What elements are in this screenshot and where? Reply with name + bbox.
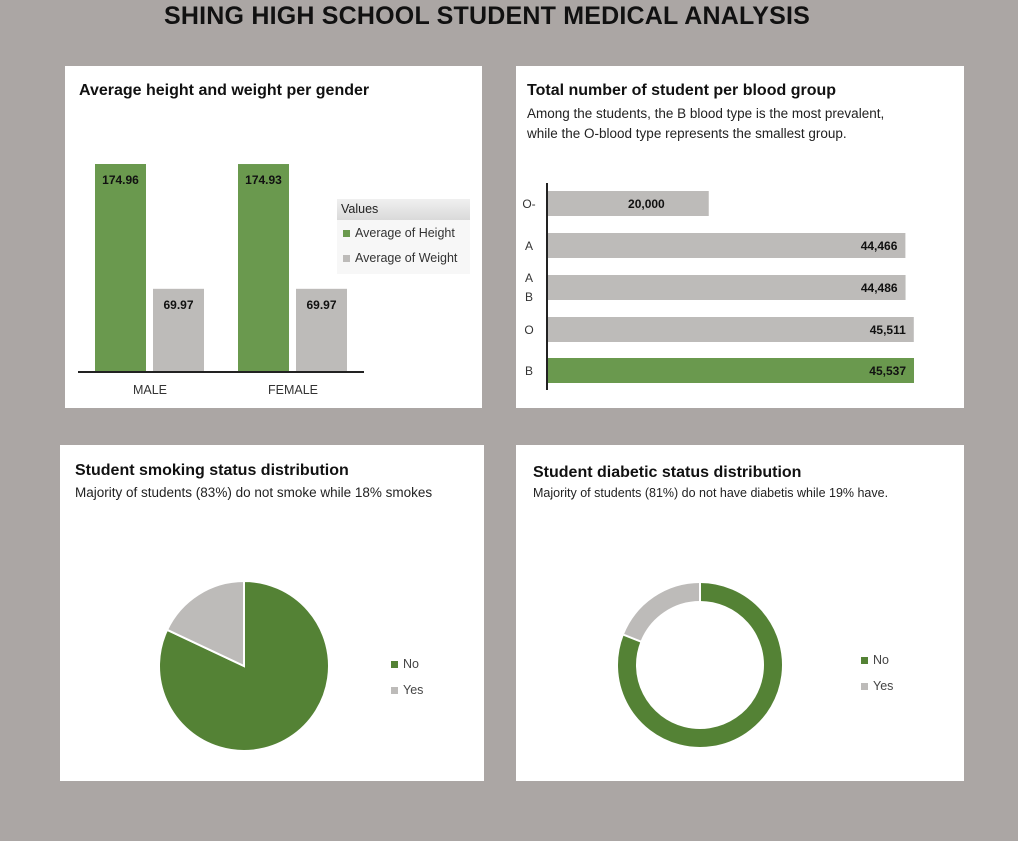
donut-segment-yes <box>623 583 701 642</box>
legend-label-height: Average of Height <box>355 226 455 240</box>
smoking-legend-no: No <box>391 651 423 677</box>
diabetic-legend-yes: Yes <box>861 673 893 699</box>
donut-separator <box>622 633 642 643</box>
data-label: 20,000 <box>628 197 665 211</box>
legend-item-height: Average of Height <box>337 220 470 246</box>
smoking-legend-label-no: No <box>403 657 419 671</box>
pie-slice-yes <box>165 579 245 668</box>
category-label: A <box>525 239 533 253</box>
blood-group-subtitle: Among the students, the B blood type is … <box>527 104 957 144</box>
blood-group-subtitle-line-2: while the O-blood type represents the sm… <box>527 126 847 141</box>
weight-swatch-icon <box>343 254 350 262</box>
data-label: 174.93 <box>245 173 282 187</box>
height-swatch-icon <box>343 229 350 237</box>
smoking-subtitle: Majority of students (83%) do not smoke … <box>75 485 433 500</box>
pie-slice-no <box>158 579 330 752</box>
diabetic-legend: No Yes <box>861 647 893 699</box>
yes-swatch-icon <box>861 682 868 690</box>
diabetic-legend-no: No <box>861 647 893 673</box>
no-swatch-icon <box>391 660 398 668</box>
page-title: SHING HIGH SCHOOL STUDENT MEDICAL ANALYS… <box>164 2 810 30</box>
legend-item-weight: Average of Weight <box>337 246 470 270</box>
data-label: 44,466 <box>861 239 898 253</box>
bar-female-height <box>238 164 289 372</box>
data-label: 45,511 <box>870 323 906 337</box>
blood-group-title: Total number of student per blood group <box>527 82 837 99</box>
diabetic-legend-label-yes: Yes <box>873 679 894 693</box>
diabetic-subtitle: Majority of students (81%) do not have d… <box>533 486 889 500</box>
height-weight-chart: 174.96 69.97 MALE 174.93 69.97 FEMALE <box>78 164 364 397</box>
bar-o <box>548 317 914 342</box>
height-weight-legend: Values Average of Height Average of Weig… <box>337 199 470 274</box>
smoking-title: Student smoking status distribution <box>75 462 349 479</box>
data-label: 174.96 <box>102 173 139 187</box>
category-label-male: MALE <box>133 383 167 397</box>
diabetic-legend-label-no: No <box>873 653 889 667</box>
bar-male-weight <box>153 288 204 372</box>
bar-male-height <box>95 164 146 372</box>
yes-swatch-icon <box>391 686 398 694</box>
bar-female-weight <box>296 288 347 372</box>
height-weight-panel: Average height and weight per gender 174… <box>65 66 482 408</box>
smoking-legend-yes: Yes <box>391 677 423 703</box>
category-label: O- <box>522 197 535 211</box>
blood-group-subtitle-line-1: Among the students, the B blood type is … <box>527 106 885 121</box>
legend-title: Values <box>337 199 470 220</box>
data-label: 44,486 <box>861 281 898 295</box>
data-label: 45,537 <box>869 364 906 378</box>
bar-ab <box>548 275 906 300</box>
category-label: B <box>525 364 533 378</box>
diabetic-donut-chart <box>618 582 782 747</box>
data-label: 69.97 <box>306 298 336 312</box>
data-label: 69.97 <box>163 298 193 312</box>
legend-label-weight: Average of Weight <box>355 251 458 265</box>
category-label: O <box>524 323 533 337</box>
diabetic-title: Student diabetic status distribution <box>533 464 802 481</box>
category-label: B <box>525 290 533 304</box>
smoking-panel: Student smoking status distribution Majo… <box>60 445 484 781</box>
bar-a <box>548 233 906 258</box>
donut-segment-no <box>618 583 782 747</box>
height-weight-title: Average height and weight per gender <box>79 82 370 99</box>
smoking-pie-chart <box>158 579 330 752</box>
smoking-legend-label-yes: Yes <box>403 683 424 697</box>
bar-b <box>548 358 914 383</box>
diabetic-panel: Student diabetic status distribution Maj… <box>516 445 964 781</box>
no-swatch-icon <box>861 656 868 664</box>
category-label: A <box>525 271 533 285</box>
blood-group-panel: Total number of student per blood group … <box>516 66 964 408</box>
smoking-legend: No Yes <box>391 651 423 703</box>
category-label-female: FEMALE <box>268 383 318 397</box>
bar-o- <box>548 191 709 216</box>
